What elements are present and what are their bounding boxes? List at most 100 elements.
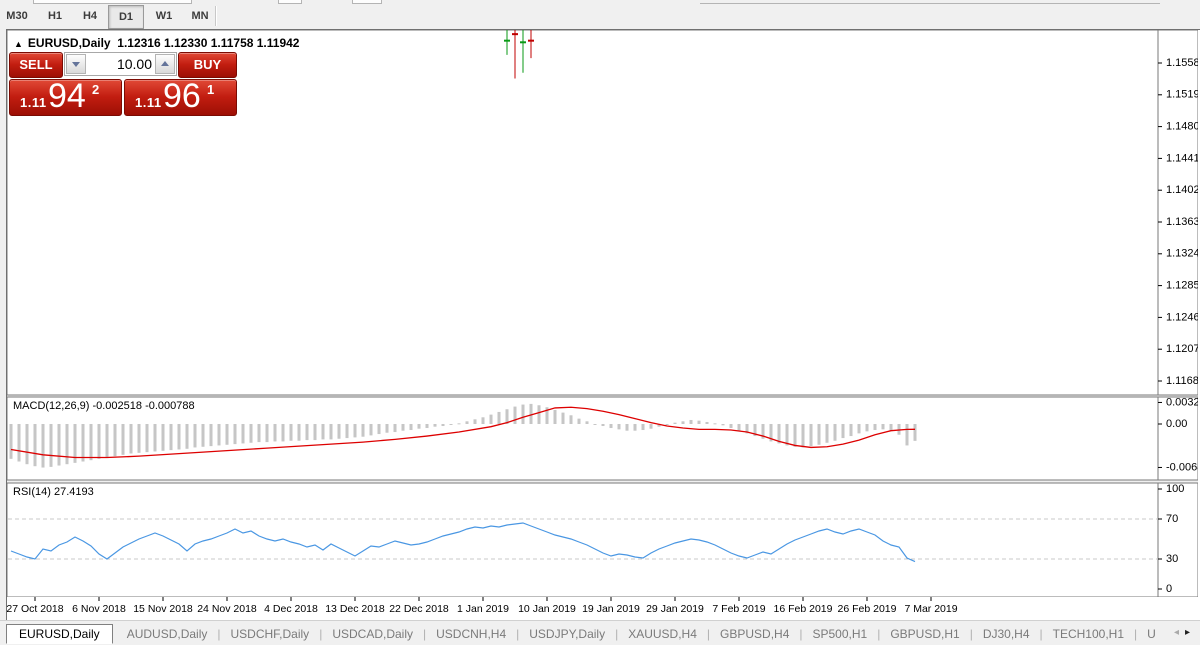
date-tick-label: 19 Jan 2019	[582, 603, 640, 615]
timeframe-button-d1[interactable]: D1	[108, 5, 144, 29]
volume-value[interactable]: 10.00	[116, 56, 152, 72]
svg-text:1.14020: 1.14020	[1166, 184, 1198, 196]
svg-text:1.15190: 1.15190	[1166, 89, 1198, 101]
tab-divider: |	[1039, 626, 1043, 641]
chart-tab-usdchf-daily[interactable]: USDCHF,Daily	[230, 626, 310, 641]
tab-scroll-right-icon[interactable]: ▸	[1184, 627, 1196, 638]
svg-text:-0.006485: -0.006485	[1166, 461, 1198, 473]
timeframe-button-w1[interactable]: W1	[155, 10, 173, 22]
tab-divider: |	[319, 626, 323, 641]
svg-text:1.12070: 1.12070	[1166, 343, 1198, 355]
sell-quote-button[interactable]: 1.11 94 2	[9, 77, 122, 116]
svg-text:100: 100	[1166, 483, 1184, 495]
chart-tab-usdjpy-daily[interactable]: USDJPY,Daily	[529, 626, 606, 641]
tab-divider: |	[706, 626, 711, 641]
tab-divider: |	[516, 626, 520, 641]
chart-tab-ukoil-[interactable]: UKOil,	[1147, 626, 1156, 641]
tab-divider: |	[1134, 626, 1138, 641]
chart-area[interactable]: 1.15580 1.15190 1.14800 1.14410 1.14020 1.136…	[6, 29, 1200, 622]
timeframe-button-m30[interactable]: M30	[6, 10, 28, 22]
sell-price-big: 94	[48, 77, 86, 115]
date-tick-label: 15 Nov 2018	[133, 603, 193, 615]
tab-divider: |	[799, 626, 803, 641]
date-tick-label: 13 Dec 2018	[325, 603, 385, 615]
svg-text:1.13630: 1.13630	[1166, 216, 1198, 228]
buy-quote-button[interactable]: 1.11 96 1	[124, 77, 237, 116]
ohlc-values: 1.12316 1.12330 1.11758 1.11942	[117, 36, 300, 50]
rsi-label: RSI(14) 27.4193	[13, 486, 94, 498]
svg-text:1.12460: 1.12460	[1166, 311, 1198, 323]
tab-divider: |	[615, 626, 619, 641]
svg-text:0.00: 0.00	[1166, 418, 1187, 430]
toolbar-separator	[215, 6, 217, 26]
chart-tab-xauusd-h4[interactable]: XAUUSD,H4	[628, 626, 697, 641]
date-tick-label: 7 Feb 2019	[712, 603, 765, 615]
timeframe-button-h1[interactable]: H1	[47, 10, 63, 22]
toolbar-fragment	[278, 0, 302, 4]
svg-text:1.13240: 1.13240	[1166, 248, 1198, 260]
date-tick-label: 29 Jan 2019	[646, 603, 704, 615]
chart-tab-gbpusd-h1[interactable]: GBPUSD,H1	[890, 626, 960, 641]
date-tick-label: 22 Dec 2018	[389, 603, 449, 615]
timeframe-toolbar: M30 H1 H4 D1 W1 MN	[0, 4, 1200, 29]
sell-price-small: 1.11	[20, 95, 47, 110]
tab-divider: |	[969, 626, 973, 641]
date-tick-label: 16 Feb 2019	[774, 603, 833, 615]
buy-button[interactable]: BUY	[178, 52, 237, 78]
date-tick-label: 27 Oct 2018	[7, 603, 64, 615]
chart-tab-eurusd-daily[interactable]: EURUSD,Daily	[6, 623, 113, 644]
date-tick-label: 10 Jan 2019	[518, 603, 576, 615]
buy-price-pip: 1	[207, 82, 215, 97]
date-tick-label: 7 Mar 2019	[904, 603, 957, 615]
svg-text:0.003216: 0.003216	[1166, 396, 1198, 408]
buy-price-small: 1.11	[135, 95, 162, 110]
svg-text:0: 0	[1166, 583, 1172, 595]
volume-increase-button[interactable]	[155, 54, 175, 74]
cropped-toolbar-strip	[0, 0, 1200, 4]
timeframe-button-h4[interactable]: H4	[82, 10, 98, 22]
tab-divider: |	[217, 626, 221, 641]
chart-symbol-header: ▲ EURUSD,Daily 1.12316 1.12330 1.11758 1.…	[14, 36, 299, 50]
svg-text:1.14800: 1.14800	[1166, 121, 1198, 133]
svg-text:30: 30	[1166, 553, 1178, 565]
toolbar-fragment	[700, 0, 1160, 4]
chart-tab-usdcad-daily[interactable]: USDCAD,Daily	[332, 626, 413, 641]
sell-button[interactable]: SELL	[9, 52, 63, 78]
chart-tab-audusd-daily[interactable]: AUDUSD,Daily	[126, 626, 208, 641]
date-tick-label: 1 Jan 2019	[457, 603, 509, 615]
tab-divider: |	[423, 626, 427, 641]
svg-text:1.12850: 1.12850	[1166, 280, 1198, 292]
tab-scroll-left-icon[interactable]: ◂	[1173, 627, 1185, 638]
svg-text:1.15580: 1.15580	[1166, 57, 1198, 69]
down-arrow-icon	[72, 62, 80, 67]
chart-tab-dj30-h4[interactable]: DJ30,H4	[982, 626, 1030, 641]
svg-text:1.14410: 1.14410	[1166, 152, 1198, 164]
chart-tab-usdcnh-h4[interactable]: USDCNH,H4	[436, 626, 507, 641]
volume-spinner[interactable]: 10.00	[64, 52, 177, 76]
date-tick-label: 6 Nov 2018	[72, 603, 126, 615]
volume-decrease-button[interactable]	[66, 54, 86, 74]
symbol-label: EURUSD,Daily	[27, 36, 111, 50]
macd-label: MACD(12,26,9) -0.002518 -0.000788	[13, 400, 195, 412]
chart-tabs: EURUSD,Daily AUDUSD,Daily | USDCHF,Daily | US…	[6, 621, 1156, 645]
svg-text:70: 70	[1166, 513, 1178, 525]
toolbar-fragment	[352, 0, 382, 4]
date-tick-label: 24 Nov 2018	[197, 603, 257, 615]
chart-tab-bar: EURUSD,Daily AUDUSD,Daily | USDCHF,Daily | US…	[0, 620, 1200, 645]
buy-price-big: 96	[163, 77, 201, 115]
date-tick-label: 26 Feb 2019	[838, 603, 897, 615]
chart-tab-sp500-h1[interactable]: SP500,H1	[812, 626, 868, 641]
price-chart-canvas[interactable]: 1.15580 1.15190 1.14800 1.14410 1.14020 1.136…	[7, 30, 1198, 619]
up-arrow-icon	[161, 61, 169, 66]
tab-scroll-arrows: ◂▸	[1174, 627, 1196, 638]
tab-divider: |	[877, 626, 881, 641]
date-tick-label: 4 Dec 2018	[264, 603, 318, 615]
chart-tab-gbpusd-h4[interactable]: GBPUSD,H4	[720, 626, 790, 641]
toolbar-fragment	[33, 0, 192, 4]
sell-price-pip: 2	[92, 82, 100, 97]
timeframe-button-mn[interactable]: MN	[191, 10, 209, 22]
collapse-triangle-icon[interactable]: ▲	[14, 39, 23, 49]
chart-tab-tech100-h1[interactable]: TECH100,H1	[1052, 626, 1124, 641]
